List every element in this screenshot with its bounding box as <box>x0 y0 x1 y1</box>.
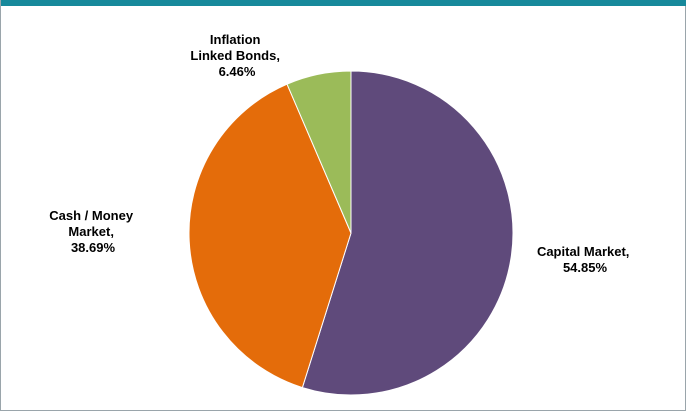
pie-slice-inflation-linked-bonds <box>286 70 352 234</box>
pie-slice-cash-money-market <box>188 83 352 389</box>
slice-label-cash-money-market: Cash / Money Market, 38.69% <box>49 208 136 255</box>
slice-label-inflation-linked-bonds: Inflation Linked Bonds, 6.46% <box>190 32 283 79</box>
pie-labels: Capital Market, 54.85% Cash / Money Mark… <box>49 32 633 275</box>
pie-slice-capital-market <box>301 70 514 396</box>
slice-label-capital-market: Capital Market, 54.85% <box>537 244 633 275</box>
pie-slices <box>188 70 514 396</box>
top-accent-bar <box>1 0 686 6</box>
